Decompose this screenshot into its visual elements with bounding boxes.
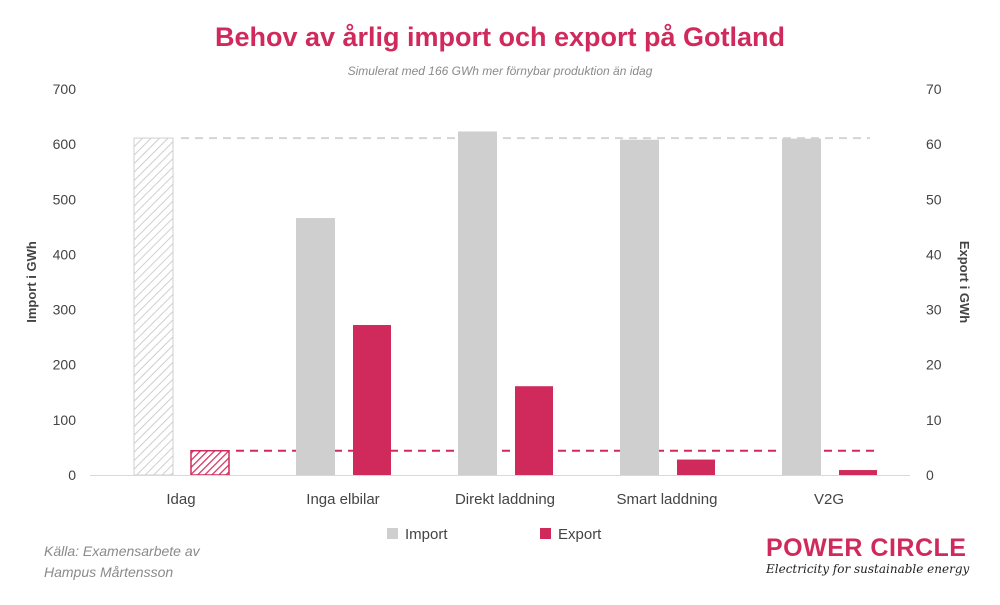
source-line-1: Källa: Examensarbete av [44,543,200,559]
y2-tick-label-4: 40 [926,246,942,262]
chart-subtitle: Simulerat med 166 GWh mer förnybar produ… [347,64,653,78]
y2-axis-label: Export i GWh [957,241,972,323]
y-tick-label-5: 500 [53,191,77,207]
bars [133,131,877,476]
legend-swatch-0 [387,528,398,539]
legend-swatch-1 [540,528,551,539]
import-bar-2 [458,131,497,475]
import-bar-0 [133,137,174,476]
export-bar-1 [353,325,391,475]
y-tick-label-7: 700 [53,81,77,97]
x-tick-label-1: Inga elbilar [306,491,379,508]
axes: Idag Inga elbilar Direkt laddning Smart lad… [24,81,972,508]
y-tick-label-2: 200 [53,357,77,373]
export-bar-2 [515,386,553,475]
x-tick-label-0: Idag [166,491,195,508]
import-bar-4 [782,138,821,475]
export-bar-4 [839,470,877,475]
legend-label-0: Import [405,526,448,543]
power-circle-logo: POWER CIRCLE Electricity for sustainable… [766,534,976,576]
y-tick-label-4: 400 [53,246,77,262]
reference-lines [181,137,880,452]
y-tick-label-6: 600 [53,136,77,152]
y2-tick-label-5: 50 [926,191,942,207]
y2-tick-label-6: 60 [926,136,942,152]
source-note: Källa: Examensarbete av Hampus Mårtensso… [44,541,200,583]
import-bar-3 [620,139,659,475]
y2-tick-label-0: 0 [926,467,934,483]
x-tick-label-3: Smart laddning [617,491,718,508]
x-tick-label-2: Direkt laddning [455,491,555,508]
chart-svg: Idag Inga elbilar Direkt laddning Smart lad… [24,81,972,543]
logo-name: POWER CIRCLE [766,534,967,562]
logo-tagline: Electricity for sustainable energy [766,562,970,576]
export-bar-3 [677,459,715,475]
y2-tick-label-2: 20 [926,357,942,373]
x-tick-label-4: V2G [814,491,844,508]
y2-tick-label-7: 70 [926,81,942,97]
import-bar-1 [296,218,335,475]
y2-tick-label-3: 30 [926,302,942,318]
legend: Import Export [387,526,602,543]
source-line-2: Hampus Mårtensson [44,564,174,580]
y-tick-label-3: 300 [53,302,77,318]
chart-title: Behov av årlig import och export på Gotl… [214,22,786,52]
y-tick-label-1: 100 [53,412,77,428]
legend-label-1: Export [558,526,602,543]
y-tick-label-0: 0 [68,467,76,483]
export-bar-0 [190,449,230,476]
y2-tick-label-1: 10 [926,412,942,428]
y-axis-label: Import i GWh [24,241,39,323]
